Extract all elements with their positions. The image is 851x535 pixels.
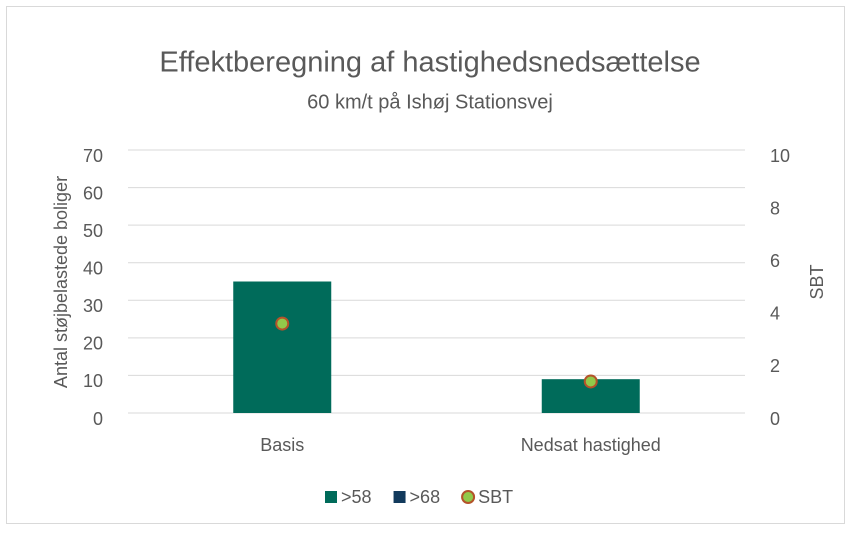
y-tick-label: 20	[83, 334, 103, 354]
legend-label: SBT	[478, 487, 513, 507]
y-axis-label: Antal støjbelastede boliger	[51, 176, 71, 388]
legend-swatch	[325, 491, 337, 503]
y-tick-label: 30	[83, 296, 103, 316]
x-tick-label: Basis	[260, 435, 304, 455]
chart-frame	[6, 6, 845, 524]
y-tick-label: 0	[93, 409, 103, 429]
legend-swatch	[393, 491, 406, 503]
y2-tick-label: 8	[770, 198, 780, 218]
chart-title: Effektberegning af hastighedsnedsættelse	[159, 47, 700, 79]
bar	[233, 281, 332, 413]
sbt-marker	[583, 374, 598, 389]
x-tick-label: Nedsat hastighed	[521, 435, 661, 455]
y-tick-label: 60	[83, 183, 103, 203]
legend-label: >68	[410, 487, 441, 507]
legend-label: >58	[341, 487, 372, 507]
y2-tick-label: 4	[770, 304, 780, 324]
y-tick-label: 10	[83, 371, 103, 391]
y2-tick-label: 6	[770, 251, 780, 271]
y-tick-label: 40	[83, 258, 103, 278]
y2-tick-label: 10	[770, 146, 790, 166]
y2-axis-label: SBT	[807, 264, 827, 299]
y-tick-label: 70	[83, 146, 103, 166]
chart-subtitle: 60 km/t på Ishøj Stationsvej	[307, 91, 553, 113]
legend-marker	[461, 490, 476, 504]
y-tick-label: 50	[83, 221, 103, 241]
y2-tick-label: 2	[770, 356, 780, 376]
sbt-marker	[275, 316, 290, 331]
y2-tick-label: 0	[770, 409, 780, 429]
